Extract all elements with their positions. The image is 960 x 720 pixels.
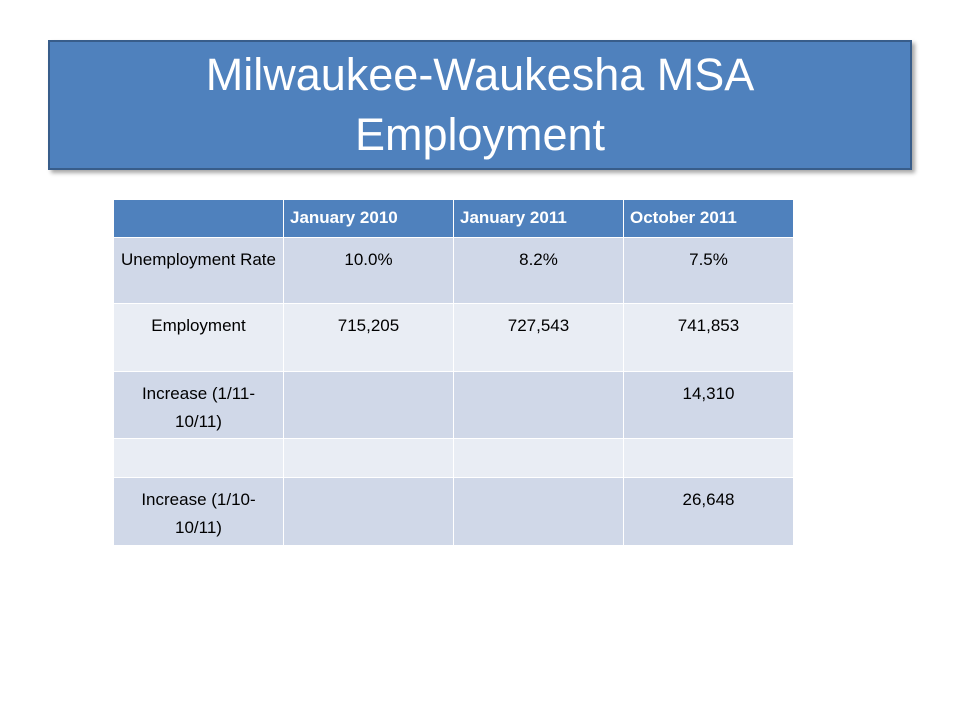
table-cell (283, 438, 454, 478)
table-cell (453, 438, 624, 478)
column-header: October 2011 (623, 199, 794, 238)
table-cell: 741,853 (623, 303, 794, 372)
table-cell (283, 371, 454, 439)
table-cell: 26,648 (623, 477, 794, 546)
column-header: January 2011 (453, 199, 624, 238)
table-body: Unemployment Rate 10.0% 8.2% 7.5% Employment… (113, 237, 794, 546)
row-label: Increase (1/10-10/11) (113, 477, 284, 546)
table-row: Increase (1/11-10/11) 14,310 (113, 371, 794, 439)
title-line: Milwaukee-Waukesha MSA (205, 49, 755, 100)
row-label (113, 438, 284, 478)
table-cell (283, 477, 454, 546)
header-corner (113, 199, 284, 238)
row-label: Employment (113, 303, 284, 372)
table-cell (453, 371, 624, 439)
employment-table: January 2010 January 2011 October 2011 U… (113, 199, 794, 546)
title-line: Employment (354, 109, 606, 160)
table-row: Unemployment Rate 10.0% 8.2% 7.5% (113, 237, 794, 304)
table-cell (453, 477, 624, 546)
row-label: Unemployment Rate (113, 237, 284, 304)
table-row: Employment 715,205 727,543 741,853 (113, 303, 794, 372)
row-label: Increase (1/11-10/11) (113, 371, 284, 439)
table-row: Increase (1/10-10/11) 26,648 (113, 477, 794, 546)
table-cell: 8.2% (453, 237, 624, 304)
table-row (113, 438, 794, 478)
table-cell: 7.5% (623, 237, 794, 304)
header-row: January 2010 January 2011 October 2011 (113, 199, 794, 238)
column-header: January 2010 (283, 199, 454, 238)
table-cell (623, 438, 794, 478)
table-cell: 10.0% (283, 237, 454, 304)
table-cell: 715,205 (283, 303, 454, 372)
table-cell: 727,543 (453, 303, 624, 372)
table-cell: 14,310 (623, 371, 794, 439)
title-box: Milwaukee-Waukesha MSA Employment (48, 40, 912, 170)
